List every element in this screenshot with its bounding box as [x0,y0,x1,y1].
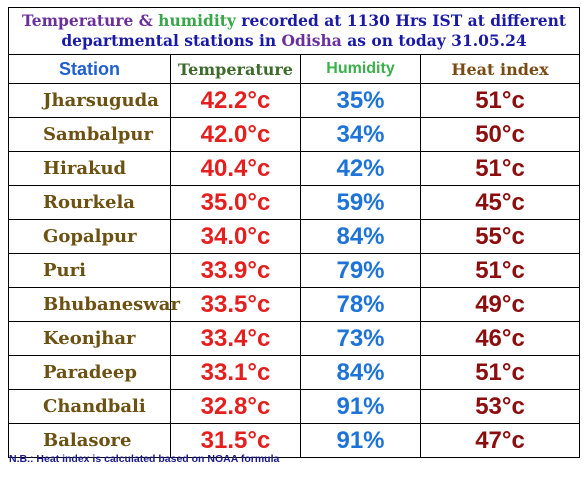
humidity-cell: 35% [300,83,421,118]
temperature-cell: 35.0°c [170,185,301,220]
temperature-cell: 33.1°c [170,355,301,390]
weather-table: Temperature & humidity recorded at 1130 … [7,7,581,458]
table-row: Sambalpur 42.0°c 34% 50°c [8,117,581,152]
table-row: Rourkela 35.0°c 59% 45°c [8,185,581,220]
temperature-cell: 42.2°c [170,83,301,118]
temperature-cell: 40.4°c [170,151,301,186]
station-cell: Paradeep [8,355,171,390]
title-date-text: as on today 31.05.24 [341,31,527,50]
station-cell: Gopalpur [8,219,171,254]
table-row: Chandbali 32.8°c 91% 53°c [8,389,581,424]
table-row: Bhubaneswar 33.5°c 78% 49°c [8,287,581,322]
table-row: Balasore 31.5°c 91% 47°c [8,423,581,458]
humidity-cell: 91% [300,389,421,424]
humidity-cell: 73% [300,321,421,356]
table-row: Puri 33.9°c 79% 51°c [8,253,581,288]
table-row: Hirakud 40.4°c 42% 51°c [8,151,581,186]
title-humidity-word: humidity [158,11,236,30]
humidity-cell: 42% [300,151,421,186]
heat-index-cell: 55°c [419,219,581,254]
header-humidity: Humidity [300,54,421,84]
temperature-cell: 34.0°c [170,219,301,254]
weather-table-container: Temperature & humidity recorded at 1130 … [7,7,581,458]
title-middle-text: recorded at 1130 Hrs IST at different de… [61,11,567,50]
temperature-cell: 32.8°c [170,389,301,424]
station-cell: Keonjhar [8,321,171,356]
station-cell: Rourkela [8,185,171,220]
heat-index-cell: 51°c [419,355,581,390]
header-heat-index: Heat index [419,54,581,84]
humidity-cell: 84% [300,219,421,254]
header-row: Station Temperature Humidity Heat index [8,54,581,84]
temperature-cell: 31.5°c [170,423,301,458]
humidity-cell: 91% [300,423,421,458]
station-cell: Puri [8,253,171,288]
title-temperature-word: Temperature [21,11,134,30]
table-title: Temperature & humidity recorded at 1130 … [7,7,581,55]
table-row: Paradeep 33.1°c 84% 51°c [8,355,581,390]
heat-index-cell: 46°c [419,321,581,356]
station-cell: Sambalpur [8,117,171,152]
footnote: N.B.: Heat index is calculated based on … [9,453,280,465]
station-cell: Jharsuguda [8,83,171,118]
table-row: Gopalpur 34.0°c 84% 55°c [8,219,581,254]
title-ampersand: & [133,11,159,30]
humidity-cell: 79% [300,253,421,288]
station-cell: Hirakud [8,151,171,186]
humidity-cell: 59% [300,185,421,220]
heat-index-cell: 49°c [419,287,581,322]
heat-index-cell: 47°c [419,423,581,458]
temperature-cell: 33.4°c [170,321,301,356]
station-cell: Chandbali [8,389,171,424]
temperature-cell: 42.0°c [170,117,301,152]
table-row: Keonjhar 33.4°c 73% 46°c [8,321,581,356]
humidity-cell: 78% [300,287,421,322]
table-row: Jharsuguda 42.2°c 35% 51°c [8,83,581,118]
temperature-cell: 33.9°c [170,253,301,288]
station-cell: Balasore [8,423,171,458]
heat-index-cell: 51°c [419,151,581,186]
header-station: Station [8,54,171,84]
header-temperature: Temperature [170,54,301,84]
humidity-cell: 34% [300,117,421,152]
heat-index-cell: 51°c [419,253,581,288]
temperature-cell: 33.5°c [170,287,301,322]
title-place: Odisha [281,31,342,50]
heat-index-cell: 51°c [419,83,581,118]
heat-index-cell: 45°c [419,185,581,220]
humidity-cell: 84% [300,355,421,390]
heat-index-cell: 50°c [419,117,581,152]
heat-index-cell: 53°c [419,389,581,424]
station-cell: Bhubaneswar [8,287,180,322]
